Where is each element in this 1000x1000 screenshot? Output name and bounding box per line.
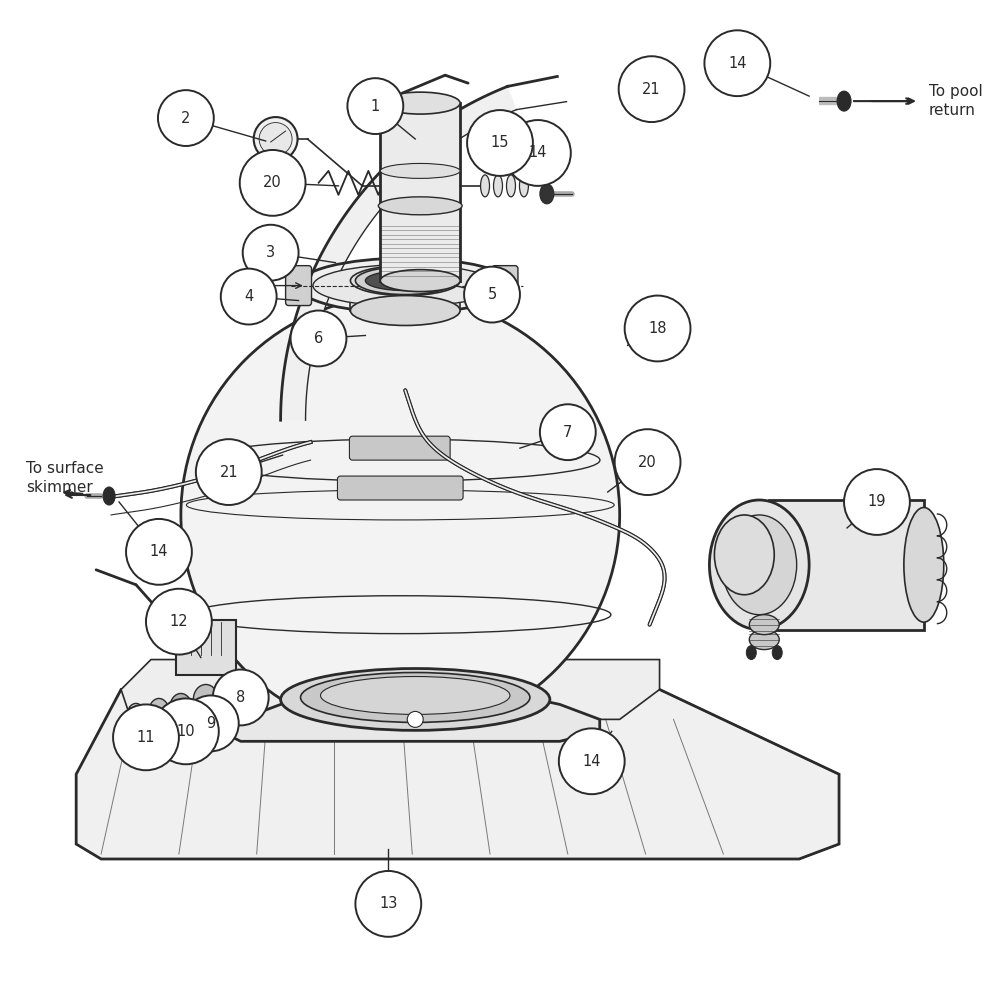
Circle shape <box>196 439 262 505</box>
FancyBboxPatch shape <box>349 436 450 460</box>
Circle shape <box>153 698 219 764</box>
FancyBboxPatch shape <box>492 266 518 306</box>
Ellipse shape <box>170 693 192 721</box>
Circle shape <box>540 404 596 460</box>
Ellipse shape <box>181 296 620 734</box>
Text: 8: 8 <box>236 690 245 705</box>
Circle shape <box>505 120 571 186</box>
Text: 3: 3 <box>266 245 275 260</box>
Circle shape <box>407 711 423 727</box>
Text: 14: 14 <box>728 56 747 71</box>
Ellipse shape <box>722 515 797 615</box>
FancyBboxPatch shape <box>337 476 463 500</box>
Ellipse shape <box>301 673 530 722</box>
Text: 20: 20 <box>638 455 657 470</box>
Ellipse shape <box>904 507 944 622</box>
Bar <box>380 103 460 281</box>
Text: 13: 13 <box>379 896 397 911</box>
Ellipse shape <box>380 270 460 292</box>
Ellipse shape <box>380 163 460 178</box>
Ellipse shape <box>350 266 460 296</box>
Circle shape <box>291 311 346 366</box>
Ellipse shape <box>749 630 779 650</box>
Ellipse shape <box>380 92 460 114</box>
Text: 14: 14 <box>582 754 601 769</box>
Text: 10: 10 <box>177 724 195 739</box>
Circle shape <box>844 469 910 535</box>
Polygon shape <box>281 86 517 420</box>
Text: 15: 15 <box>491 135 509 150</box>
Circle shape <box>559 728 625 794</box>
Circle shape <box>704 30 770 96</box>
Ellipse shape <box>193 684 218 714</box>
Text: 14: 14 <box>529 145 547 160</box>
Text: 4: 4 <box>244 289 253 304</box>
Circle shape <box>146 589 212 655</box>
Circle shape <box>619 56 684 122</box>
Circle shape <box>240 150 306 216</box>
Circle shape <box>243 225 299 281</box>
Circle shape <box>213 670 269 725</box>
Circle shape <box>221 269 277 324</box>
Bar <box>176 620 236 675</box>
Ellipse shape <box>540 184 554 204</box>
Text: 2: 2 <box>181 111 191 126</box>
Text: 12: 12 <box>170 614 188 629</box>
Polygon shape <box>221 684 600 741</box>
Circle shape <box>158 90 214 146</box>
Text: To pool
return: To pool return <box>929 84 983 118</box>
Ellipse shape <box>365 271 445 291</box>
Ellipse shape <box>127 703 145 727</box>
Circle shape <box>126 519 192 585</box>
Ellipse shape <box>320 677 510 714</box>
Ellipse shape <box>494 175 502 197</box>
Ellipse shape <box>350 296 460 325</box>
Ellipse shape <box>749 615 779 635</box>
Text: 18: 18 <box>648 321 667 336</box>
Circle shape <box>615 429 680 495</box>
Text: 9: 9 <box>206 716 215 731</box>
Ellipse shape <box>378 197 462 215</box>
Ellipse shape <box>355 267 455 295</box>
Text: 1: 1 <box>371 99 380 114</box>
Ellipse shape <box>103 487 115 505</box>
Text: 19: 19 <box>868 494 886 509</box>
Circle shape <box>625 296 690 361</box>
Ellipse shape <box>772 646 782 660</box>
Circle shape <box>259 123 292 155</box>
Circle shape <box>347 78 403 134</box>
Text: 21: 21 <box>219 465 238 480</box>
Ellipse shape <box>481 175 490 197</box>
Ellipse shape <box>298 258 512 313</box>
Ellipse shape <box>714 515 774 595</box>
Ellipse shape <box>837 91 851 111</box>
Text: 5: 5 <box>487 287 497 302</box>
Ellipse shape <box>149 698 169 724</box>
Circle shape <box>113 704 179 770</box>
Ellipse shape <box>313 265 498 307</box>
Text: 20: 20 <box>263 175 282 190</box>
Ellipse shape <box>709 500 809 630</box>
Text: 6: 6 <box>314 331 323 346</box>
Text: 7: 7 <box>563 425 572 440</box>
Ellipse shape <box>281 669 550 730</box>
Circle shape <box>464 267 520 322</box>
Ellipse shape <box>746 646 756 660</box>
Bar <box>350 281 460 311</box>
Bar <box>769 500 924 630</box>
Text: To surface
skimmer: To surface skimmer <box>26 461 104 495</box>
Text: 11: 11 <box>137 730 155 745</box>
Circle shape <box>254 117 298 161</box>
Ellipse shape <box>506 175 515 197</box>
FancyBboxPatch shape <box>286 266 312 306</box>
Text: 21: 21 <box>642 82 661 97</box>
Circle shape <box>467 110 533 176</box>
Circle shape <box>183 695 239 751</box>
Circle shape <box>355 871 421 937</box>
Polygon shape <box>121 660 660 719</box>
Text: 14: 14 <box>150 544 168 559</box>
Ellipse shape <box>519 175 528 197</box>
Polygon shape <box>76 689 839 859</box>
